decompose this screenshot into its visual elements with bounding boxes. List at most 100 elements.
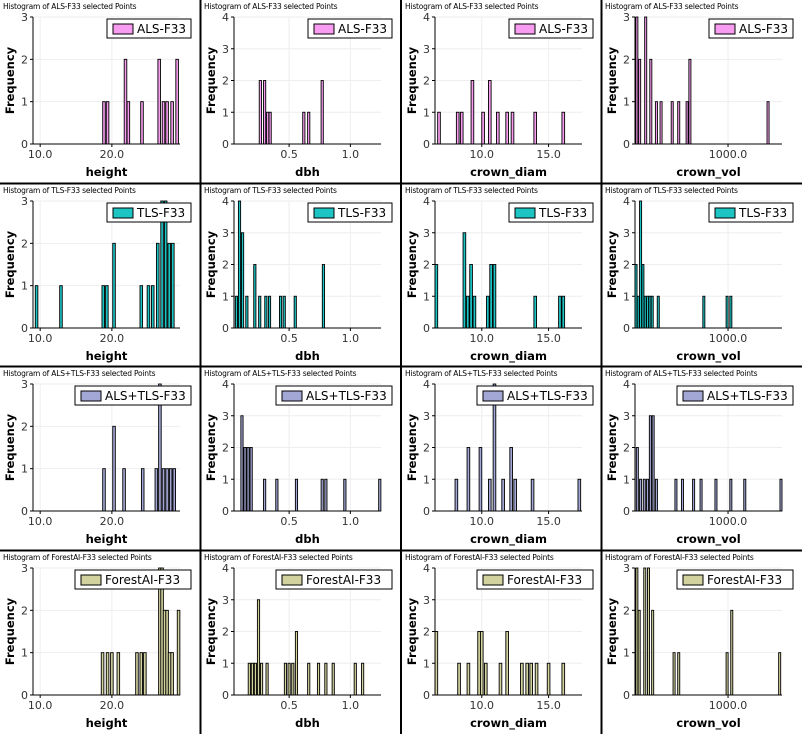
x-tick-label: 1000.0	[709, 332, 748, 345]
histogram-panel-tls-f33-crown-diam: Histogram of TLS-F33 selected Points 0 1 2 3…	[402, 184, 602, 367]
histogram-bar	[291, 662, 295, 696]
histogram-bar	[636, 295, 640, 329]
histogram-bar	[670, 101, 674, 145]
histogram-bar	[561, 295, 566, 329]
histogram-bar	[729, 295, 733, 329]
x-axis-label: height	[86, 532, 128, 546]
y-tick-label: 1	[21, 647, 28, 660]
x-axis-label: dbh	[295, 349, 320, 363]
histogram-panel-als-tls-f33-dbh: Histogram of ALS+TLS-F33 selected Points…	[201, 367, 401, 550]
histogram-bar	[779, 478, 783, 512]
x-axis-label: crown_diam	[470, 165, 547, 180]
histogram-bar	[258, 295, 262, 329]
y-axis-label: Frequency	[405, 597, 419, 665]
legend-label: ALS-F33	[137, 22, 186, 36]
x-axis-label: crown_diam	[470, 716, 547, 731]
histogram-bar	[674, 478, 678, 512]
y-axis-label: Frequency	[405, 230, 419, 298]
histogram-bar	[361, 662, 365, 696]
histogram-bar	[520, 662, 524, 696]
histogram-bar	[492, 264, 497, 329]
legend: ForestAI-F33	[275, 569, 393, 590]
x-tick-label: 0.5	[280, 699, 298, 712]
histogram-panel-als-f33-crown-vol: Histogram of ALS-F33 selected Points 0 1 2 3…	[602, 0, 802, 183]
y-tick-label: 0	[21, 505, 28, 518]
y-tick-label: 4	[222, 378, 229, 391]
histogram-bar	[639, 478, 643, 512]
y-tick-label: 1	[222, 657, 229, 670]
x-axis-label: height	[86, 349, 128, 363]
legend-label: TLS-F33	[538, 206, 587, 220]
histogram-bar	[263, 478, 267, 512]
histogram-bar	[59, 285, 63, 329]
legend-label: ALS+TLS-F33	[105, 389, 186, 403]
histogram-bar	[454, 478, 459, 512]
histogram-bar	[102, 468, 106, 512]
legend-box	[676, 385, 794, 406]
histogram-bar	[651, 415, 655, 512]
y-tick-label: 4	[623, 195, 630, 208]
y-tick-label: 1	[222, 290, 229, 303]
histogram-bar	[172, 468, 177, 512]
histogram-bar	[102, 101, 106, 145]
y-tick-label: 1	[222, 473, 229, 486]
y-tick-label: 3	[21, 195, 28, 208]
histogram-bar	[165, 101, 169, 145]
panel-title: Histogram of ALS+TLS-F33 selected Points	[605, 369, 758, 378]
histogram-panel-forestai-f33-dbh: Histogram of ForestAI-F33 selected Point…	[201, 551, 401, 734]
legend-swatch	[514, 23, 536, 35]
y-tick-label: 0	[623, 138, 630, 151]
x-axis-label: crown_vol	[676, 532, 740, 547]
histogram-svg: Histogram of ALS-F33 selected Points 0 1 2 3…	[3, 2, 192, 179]
legend-label: TLS-F33	[738, 206, 787, 220]
legend-swatch	[682, 574, 704, 586]
legend: ALS-F33	[307, 18, 393, 39]
legend: ForestAI-F33	[74, 569, 192, 590]
histogram-bar	[465, 295, 470, 329]
histogram-bar	[496, 111, 500, 145]
histogram-bar	[677, 101, 681, 145]
x-tick-label: 1.0	[342, 148, 360, 161]
histogram-panel-als-tls-f33-crown-diam: Histogram of ALS+TLS-F33 selected Points…	[402, 367, 602, 550]
histogram-bar	[437, 111, 441, 145]
legend-label: ALS-F33	[739, 22, 788, 36]
y-tick-label: 2	[423, 259, 430, 272]
x-tick-label: 0.5	[280, 148, 298, 161]
histogram-bar	[729, 478, 733, 512]
x-axis-label: crown_vol	[676, 716, 740, 731]
histogram-svg: Histogram of ALS+TLS-F33 selected Points…	[3, 369, 192, 546]
histogram-bar	[320, 80, 324, 145]
y-tick-label: 2	[222, 75, 229, 88]
histogram-bar	[105, 652, 110, 696]
histogram-bar	[529, 662, 533, 696]
histogram-bar	[135, 652, 139, 696]
y-tick-label: 2	[623, 442, 630, 455]
histogram-bar	[654, 478, 658, 512]
histogram-bar	[263, 80, 267, 145]
y-axis-label: Frequency	[3, 230, 17, 298]
y-tick-label: 1	[21, 280, 28, 293]
y-tick-label: 1	[423, 106, 430, 119]
histogram-bar	[642, 478, 646, 512]
panel-title: Histogram of TLS-F33 selected Points	[204, 186, 337, 195]
histogram-bar	[146, 285, 151, 329]
histogram-bar	[122, 468, 126, 512]
legend-label: ForestAI-F33	[105, 573, 180, 587]
histogram-bar	[253, 264, 257, 329]
x-tick-label: 0.5	[280, 332, 298, 345]
y-tick-label: 3	[222, 227, 229, 240]
histogram-bar	[324, 662, 328, 696]
histogram-bar	[646, 295, 650, 329]
histogram-bar	[730, 609, 734, 696]
histogram-bar	[501, 478, 505, 512]
y-tick-label: 3	[21, 562, 28, 575]
histogram-bar	[123, 58, 128, 145]
legend: TLS-F33	[307, 202, 393, 223]
panel-title: Histogram of ALS+TLS-F33 selected Points	[204, 369, 357, 378]
histogram-bar	[470, 80, 475, 145]
histogram-bar	[647, 567, 650, 696]
legend-label: ForestAI-F33	[306, 573, 381, 587]
histogram-bar	[105, 101, 110, 145]
x-tick-label: 15.0	[536, 699, 561, 712]
